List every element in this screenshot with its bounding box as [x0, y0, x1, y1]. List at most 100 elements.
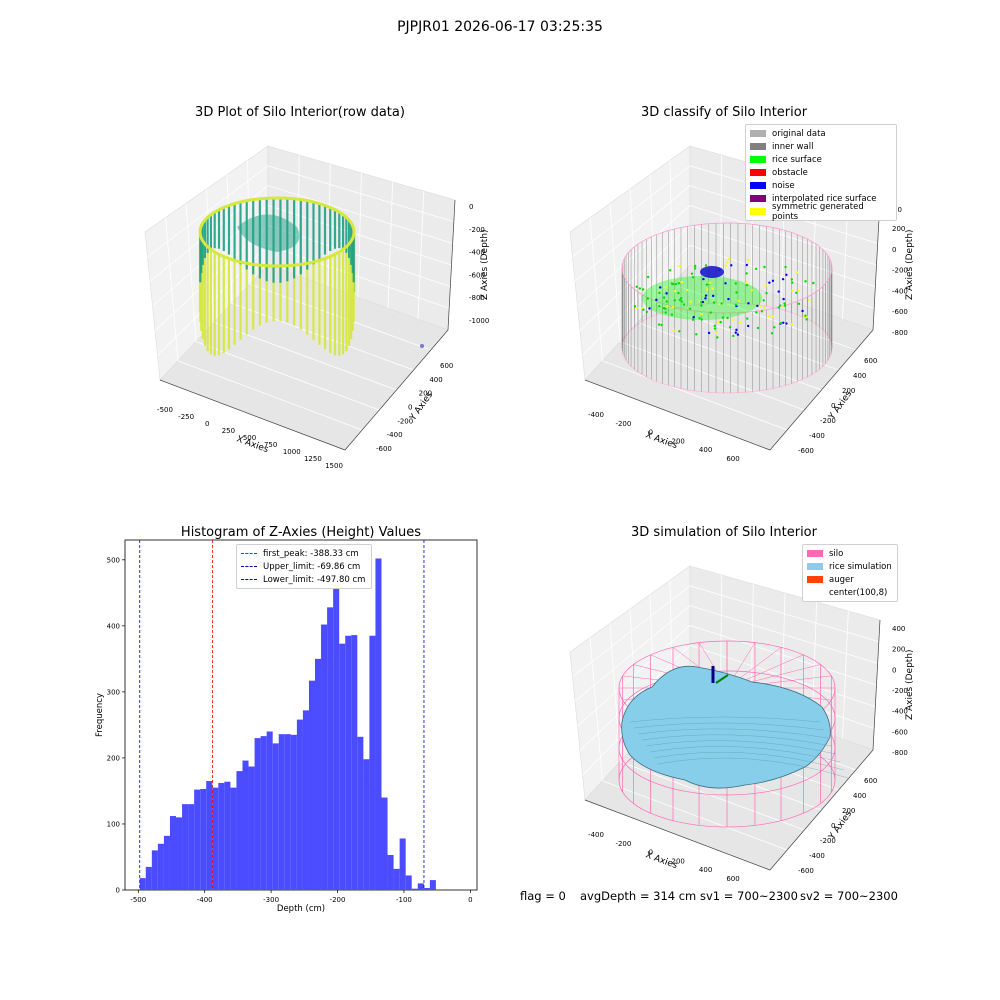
simulation-panel-title: 3D simulation of Silo Interior: [631, 525, 818, 540]
classify-point: [785, 322, 788, 325]
histogram-bar: [163, 835, 170, 890]
histogram-bar: [302, 710, 309, 890]
simulation-legend-swatch: [807, 550, 823, 557]
classify-point: [724, 282, 727, 285]
classify-point: [734, 282, 738, 285]
histogram-bar: [194, 789, 201, 890]
classify-legend-entry: rice surface: [750, 153, 892, 166]
classify-legend-swatch: [750, 156, 766, 163]
classify-point: [732, 318, 735, 322]
histogram-x-tick-label: -400: [197, 896, 213, 904]
classify-point: [664, 307, 667, 310]
classify-point: [691, 276, 695, 279]
classify-point: [713, 324, 717, 328]
simulation-y-tick: 200: [842, 807, 855, 815]
simulation-y-tick: 600: [864, 777, 877, 785]
histogram-bar: [284, 734, 291, 890]
classify-y-tick: 0: [831, 402, 835, 410]
histogram-y-tick-label: 0: [116, 887, 120, 895]
classify-point: [704, 297, 707, 300]
center-marker: [715, 674, 729, 684]
classify-point: [758, 305, 762, 308]
box-grid-line: [669, 160, 673, 285]
classify-point: [755, 311, 758, 314]
raw-top-ring: [198, 196, 356, 268]
histogram-x-axis-label: Depth (cm): [277, 904, 325, 914]
classify-point: [791, 281, 794, 284]
box-z-axis-line: [872, 619, 881, 751]
classify-point: [726, 260, 729, 264]
simulation-legend-swatch: [807, 576, 823, 583]
histogram-legend-entry: Lower_limit: -497.80 cm: [241, 573, 367, 586]
histogram-bar: [399, 838, 406, 890]
classify-legend-swatch: [750, 208, 766, 215]
classify-point: [668, 269, 672, 272]
raw-x-tick: 250: [222, 427, 235, 435]
simulation-legend-swatch: [807, 563, 823, 570]
classify-x-tick: 400: [699, 446, 712, 454]
simulation-legend-entry: auger: [807, 573, 893, 586]
classify-point: [665, 300, 668, 303]
raw-x-tick: 1500: [325, 462, 343, 470]
classify-point: [732, 334, 735, 338]
classify-point: [706, 288, 709, 291]
simulation-x-tick: 400: [699, 866, 712, 874]
classify-legend-entry: noise: [750, 179, 892, 192]
histogram-bar: [417, 883, 424, 890]
classify-point: [646, 275, 650, 279]
classify-point: [674, 282, 677, 286]
classify-point: [730, 264, 733, 267]
classify-z-tick: 0: [892, 246, 896, 254]
classify-point: [673, 290, 677, 293]
histogram-bar: [405, 875, 412, 890]
histogram-bar: [423, 888, 430, 890]
histogram-bar: [369, 635, 376, 890]
classify-point: [664, 311, 667, 314]
raw-x-tick: 750: [264, 441, 277, 449]
status-avg-depth: avgDepth = 314 cm: [580, 889, 697, 903]
classify-point: [690, 272, 694, 275]
classify-legend: original data inner wall rice surface obsta…: [745, 124, 897, 222]
classify-point: [688, 307, 692, 310]
rice-surface-contour: [649, 746, 841, 763]
classify-point: [659, 286, 662, 289]
classify-point: [678, 330, 681, 333]
simulation-z-tick: -800: [892, 749, 908, 757]
simulation-x-tick: 600: [726, 875, 739, 883]
simulation-z-tick: -200: [892, 687, 908, 695]
classify-point: [728, 257, 731, 261]
histogram-y-tick-label: 300: [107, 688, 120, 696]
classify-point: [763, 265, 766, 269]
classify-point: [671, 306, 675, 309]
classify-point: [680, 300, 684, 303]
histogram-bar: [315, 658, 322, 890]
classify-point: [771, 315, 774, 318]
histogram-bar: [363, 759, 370, 890]
classify-legend-label: original data: [772, 128, 826, 139]
raw-z-axis-label: Z Axies (Depth): [480, 229, 490, 300]
histogram-bar: [321, 624, 328, 890]
classify-point: [773, 326, 776, 329]
classify-point: [801, 309, 804, 313]
histogram-bar: [182, 804, 189, 890]
histogram-y-tick-label: 100: [107, 820, 120, 828]
raw-x-tick: 500: [243, 434, 256, 442]
classify-point: [782, 321, 785, 324]
classify-point: [693, 267, 697, 270]
classify-axis-ticks: -400 -200 0 200 400 600 -600 -400 -200 0 200 400 600…: [588, 206, 908, 463]
histogram-bar: [200, 788, 207, 890]
histogram-legend-entry: first_peak: -388.33 cm: [241, 547, 367, 560]
classify-x-tick: -200: [615, 420, 631, 428]
simulation-x-tick: -400: [588, 831, 604, 839]
classify-point: [771, 279, 775, 283]
classify-point: [657, 323, 661, 326]
classify-point: [677, 291, 680, 295]
box-grid-line: [231, 302, 414, 371]
raw-x-tick: 1250: [304, 455, 322, 463]
classify-point: [779, 321, 782, 325]
classify-legend-label: inner wall: [772, 141, 814, 152]
histogram-bar: [254, 738, 261, 890]
box-y-axis-line: [344, 329, 449, 451]
classify-point: [762, 306, 766, 309]
